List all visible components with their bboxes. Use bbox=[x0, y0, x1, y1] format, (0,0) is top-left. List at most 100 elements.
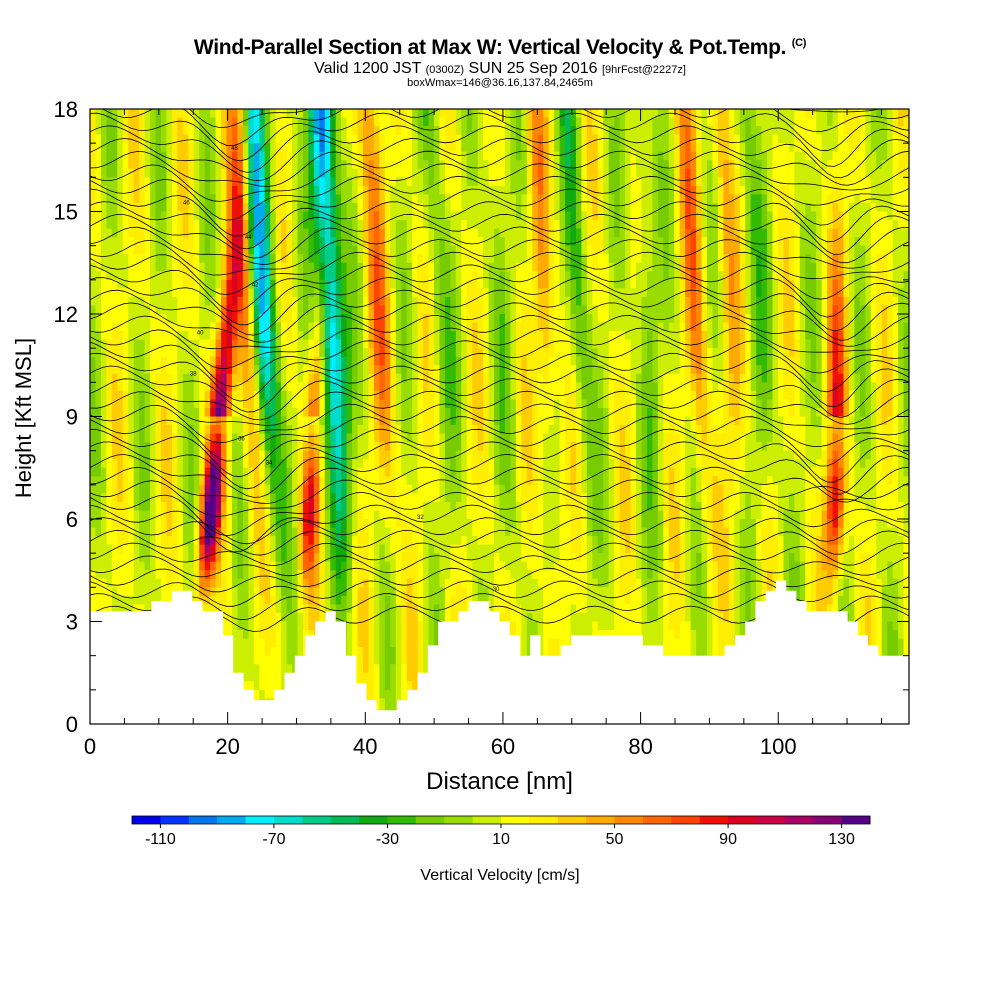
velocity-cell bbox=[794, 109, 801, 119]
velocity-cell bbox=[739, 296, 746, 307]
velocity-cell bbox=[335, 185, 342, 196]
velocity-cell bbox=[122, 160, 129, 170]
velocity-cell bbox=[865, 296, 872, 307]
velocity-cell bbox=[734, 211, 741, 221]
velocity-cell bbox=[696, 305, 703, 315]
velocity-cell bbox=[221, 228, 228, 238]
velocity-cell bbox=[188, 322, 195, 332]
velocity-cell bbox=[346, 373, 353, 383]
velocity-cell bbox=[663, 237, 670, 247]
velocity-cell bbox=[275, 382, 282, 392]
velocity-cell bbox=[270, 185, 277, 196]
velocity-cell bbox=[231, 202, 239, 213]
velocity-cell bbox=[144, 237, 151, 247]
velocity-cell bbox=[264, 168, 271, 178]
velocity-cell bbox=[171, 356, 178, 366]
velocity-cell bbox=[630, 177, 637, 187]
velocity-cell bbox=[483, 151, 490, 161]
velocity-cell bbox=[166, 220, 173, 230]
velocity-cell bbox=[494, 382, 501, 392]
velocity-cell bbox=[734, 348, 741, 358]
velocity-cell bbox=[630, 109, 637, 119]
velocity-cell bbox=[685, 288, 692, 298]
velocity-cell bbox=[401, 373, 408, 383]
velocity-cell bbox=[352, 373, 359, 383]
velocity-cell bbox=[166, 339, 173, 349]
velocity-cell bbox=[515, 373, 522, 383]
velocity-cell bbox=[341, 117, 348, 127]
velocity-cell bbox=[548, 279, 555, 289]
velocity-cell bbox=[133, 279, 140, 289]
velocity-cell bbox=[646, 160, 653, 170]
velocity-cell bbox=[756, 117, 763, 127]
velocity-cell bbox=[548, 109, 555, 119]
velocity-cell bbox=[592, 237, 599, 247]
velocity-cell bbox=[488, 373, 495, 383]
velocity-cell bbox=[603, 331, 610, 341]
velocity-cell bbox=[384, 254, 391, 264]
velocity-cell bbox=[674, 134, 681, 144]
velocity-cell bbox=[281, 348, 288, 358]
velocity-cell bbox=[390, 194, 397, 204]
velocity-cell bbox=[848, 194, 855, 204]
velocity-cell bbox=[406, 194, 413, 204]
velocity-cell bbox=[728, 279, 735, 289]
velocity-cell bbox=[756, 134, 763, 144]
velocity-cell bbox=[788, 296, 795, 307]
velocity-cell bbox=[144, 168, 151, 178]
velocity-cell bbox=[466, 305, 473, 315]
velocity-cell bbox=[537, 305, 544, 315]
velocity-cell bbox=[412, 168, 419, 178]
velocity-cell bbox=[504, 348, 512, 358]
velocity-cell bbox=[827, 382, 834, 392]
velocity-cell bbox=[859, 382, 866, 392]
velocity-cell bbox=[739, 254, 746, 264]
velocity-cell bbox=[794, 262, 801, 272]
velocity-cell bbox=[368, 228, 375, 238]
forecast-info: [9hrFcst@2227z] bbox=[601, 64, 686, 76]
velocity-cell bbox=[100, 373, 107, 383]
velocity-cell bbox=[215, 373, 222, 383]
velocity-cell bbox=[532, 160, 539, 170]
velocity-cell bbox=[275, 348, 282, 358]
velocity-cell bbox=[854, 365, 861, 375]
velocity-cell bbox=[357, 194, 364, 204]
velocity-cell bbox=[859, 254, 866, 264]
velocity-cell bbox=[210, 348, 217, 358]
velocity-cell bbox=[630, 348, 637, 358]
velocity-cell bbox=[346, 126, 353, 136]
velocity-cell bbox=[472, 356, 479, 366]
velocity-cell bbox=[226, 126, 233, 136]
velocity-cell bbox=[728, 262, 735, 272]
velocity-cell bbox=[532, 117, 539, 127]
velocity-cell bbox=[319, 296, 326, 307]
velocity-cell bbox=[417, 237, 424, 247]
velocity-cell bbox=[788, 228, 795, 238]
velocity-cell bbox=[368, 117, 375, 127]
velocity-cell bbox=[777, 322, 785, 332]
velocity-cell bbox=[515, 356, 522, 366]
velocity-cell bbox=[745, 202, 752, 213]
velocity-cell bbox=[597, 109, 604, 119]
velocity-cell bbox=[603, 296, 610, 307]
velocity-cell bbox=[499, 202, 506, 213]
velocity-cell bbox=[346, 365, 353, 375]
velocity-cell bbox=[865, 288, 872, 298]
velocity-cell bbox=[313, 339, 320, 349]
velocity-cell bbox=[406, 177, 413, 187]
velocity-cell bbox=[117, 228, 124, 238]
velocity-cell bbox=[237, 237, 244, 247]
velocity-cell bbox=[133, 331, 140, 341]
velocity-cell bbox=[581, 117, 588, 127]
velocity-cell bbox=[816, 126, 823, 136]
velocity-cell bbox=[854, 160, 861, 170]
velocity-cell bbox=[182, 331, 189, 341]
velocity-cell bbox=[188, 305, 195, 315]
velocity-cell bbox=[330, 365, 337, 375]
velocity-cell bbox=[794, 365, 801, 375]
velocity-cell bbox=[286, 117, 293, 127]
velocity-cell bbox=[636, 279, 643, 289]
velocity-cell bbox=[565, 254, 572, 264]
velocity-cell bbox=[657, 296, 664, 307]
velocity-cell bbox=[597, 245, 604, 255]
